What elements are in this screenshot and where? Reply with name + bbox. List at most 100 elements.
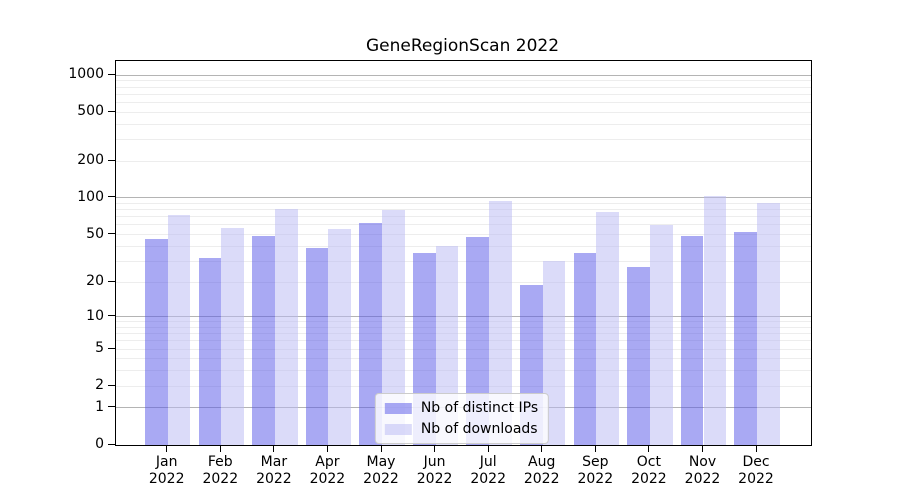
x-tick-label-jun: Jun 2022	[416, 454, 453, 487]
y-tick-label: 5	[95, 340, 104, 357]
x-tick-label-may: May 2022	[363, 454, 399, 487]
x-tick-label-jul: Jul 2022	[470, 454, 506, 487]
y-tick-label: 10	[86, 307, 104, 324]
gridline-minor	[116, 216, 811, 218]
x-tick-label-dec: Dec 2022	[738, 454, 774, 487]
gridline-minor	[116, 326, 811, 328]
y-tick-label: 50	[86, 225, 104, 242]
gridline-minor	[116, 234, 811, 235]
bar-downloads-jul	[489, 201, 512, 445]
gridline-minor	[116, 101, 811, 103]
bar-distinct-ips-feb	[198, 257, 222, 445]
bar-distinct-ips-oct	[627, 266, 650, 445]
gridline-minor	[116, 340, 811, 342]
gridline-minor	[116, 93, 811, 95]
x-tick-label-oct: Oct 2022	[631, 454, 667, 487]
y-tick	[108, 196, 115, 198]
bar-downloads-mar	[274, 209, 298, 445]
legend: Nb of distinct IPs Nb of downloads	[374, 393, 550, 444]
bar-distinct-ips-sep	[573, 253, 597, 445]
x-tick	[219, 445, 221, 452]
plot-area	[115, 60, 812, 446]
gridline-minor	[116, 245, 811, 247]
y-tick-label: 100	[77, 188, 104, 205]
legend-row-distinct-ips: Nb of distinct IPs	[384, 400, 539, 416]
bar-distinct-ips-may	[359, 223, 382, 445]
y-tick-label: 0	[95, 436, 104, 452]
y-tick-label: 20	[86, 273, 104, 289]
x-tick	[166, 445, 168, 452]
x-tick	[434, 445, 436, 452]
gridline-minor	[116, 281, 811, 283]
gridline-major	[116, 316, 811, 318]
y-tick	[108, 443, 115, 445]
x-tick	[326, 445, 328, 452]
y-tick	[108, 73, 115, 75]
x-tick	[273, 445, 275, 452]
y-tick-label: 1000	[68, 66, 104, 82]
bar-distinct-ips-nov	[680, 235, 704, 445]
legend-label-downloads: Nb of downloads	[420, 421, 538, 437]
x-tick-label-apr: Apr 2022	[309, 454, 346, 487]
gridline-minor	[116, 160, 811, 162]
y-tick-label: 1	[95, 398, 104, 415]
distinct-ips-swatch	[384, 402, 412, 414]
gridline-minor	[116, 358, 811, 360]
legend-row-downloads: Nb of downloads	[384, 421, 538, 437]
bar-distinct-ips-mar	[252, 235, 275, 445]
y-tick	[108, 159, 115, 161]
x-tick	[702, 445, 703, 452]
y-tick-label: 2	[95, 377, 104, 394]
y-tick-label: 500	[77, 103, 104, 120]
gridline-minor	[116, 260, 811, 262]
gridline-minor	[116, 80, 811, 82]
x-tick	[755, 445, 757, 452]
x-tick-label-jan: Jan 2022	[148, 454, 185, 487]
x-tick-label-sep: Sep 2022	[577, 454, 614, 487]
bar-downloads-apr	[328, 229, 352, 445]
x-tick-label-feb: Feb 2022	[202, 454, 239, 487]
gridline-minor	[116, 348, 811, 350]
bar-downloads-nov	[703, 196, 727, 445]
bar-downloads-sep	[596, 212, 620, 445]
y-tick	[108, 315, 115, 317]
gridline-minor	[116, 370, 811, 372]
gridline-minor	[116, 86, 811, 88]
gridline-minor	[116, 321, 811, 323]
y-tick	[108, 347, 115, 349]
gridline-minor	[116, 224, 811, 226]
x-tick-label-aug: Aug 2022	[523, 454, 560, 487]
gridline-minor	[116, 333, 811, 335]
x-tick	[380, 445, 382, 452]
y-tick	[108, 406, 115, 408]
bar-downloads-dec	[757, 203, 780, 445]
x-tick-label-nov: Nov 2022	[684, 454, 721, 487]
x-tick-label-mar: Mar 2022	[256, 454, 292, 487]
x-tick	[487, 445, 489, 452]
x-tick	[594, 445, 596, 452]
y-tick	[108, 233, 115, 234]
y-tick	[108, 384, 115, 386]
bar-downloads-may	[382, 209, 405, 445]
bar-distinct-ips-apr	[305, 247, 329, 445]
gridline-minor	[116, 123, 811, 125]
gridline-minor	[116, 138, 811, 140]
x-tick	[648, 445, 650, 452]
y-tick	[108, 280, 115, 282]
gridline-minor	[116, 111, 811, 113]
y-tick	[108, 110, 115, 112]
bar-distinct-ips-jul	[466, 236, 490, 445]
bar-distinct-ips-jan	[144, 238, 168, 445]
gridline-major	[116, 197, 811, 199]
x-tick	[541, 445, 543, 452]
bar-distinct-ips-dec	[734, 232, 757, 445]
gridline-minor	[116, 209, 811, 211]
y-tick-label: 200	[77, 152, 104, 168]
downloads-swatch	[384, 423, 412, 435]
gridline-major	[116, 74, 811, 76]
gridline-minor	[116, 202, 811, 204]
bar-downloads-jan	[167, 215, 191, 445]
gridline-minor	[116, 385, 811, 387]
legend-label-distinct-ips: Nb of distinct IPs	[420, 400, 539, 416]
